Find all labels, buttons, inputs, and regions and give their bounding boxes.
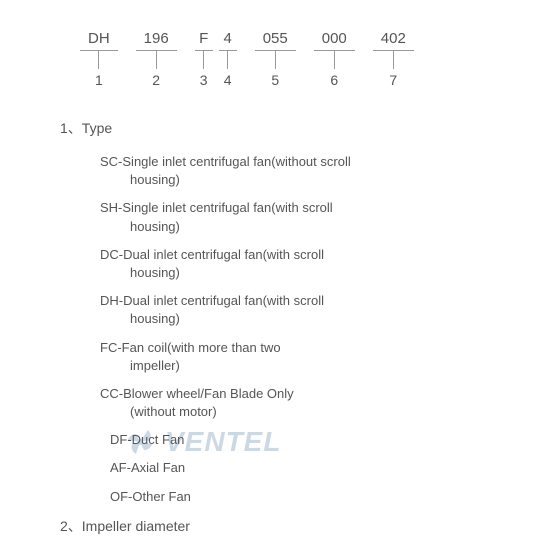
definition-item: SC-Single inlet centrifugal fan(without … bbox=[100, 153, 501, 189]
def-continuation: housing) bbox=[100, 310, 501, 328]
definition-item: AF-Axial Fan bbox=[100, 459, 501, 477]
code-index: 7 bbox=[389, 72, 397, 88]
code-segment: 000 6 bbox=[314, 30, 355, 88]
def-line: SC-Single inlet centrifugal fan(without … bbox=[100, 153, 501, 171]
code-index: 3 bbox=[200, 72, 208, 88]
code-value: 055 bbox=[255, 30, 296, 51]
code-value: 4 bbox=[219, 30, 237, 51]
code-index: 5 bbox=[271, 72, 279, 88]
connector-line bbox=[98, 51, 99, 69]
connector-line bbox=[227, 51, 228, 69]
connector-line bbox=[275, 51, 276, 69]
code-index: 1 bbox=[95, 72, 103, 88]
sections-container: 1、Type SC-Single inlet centrifugal fan(w… bbox=[40, 118, 501, 536]
def-line: SH-Single inlet centrifugal fan(with scr… bbox=[100, 199, 501, 217]
definition-item: DH-Dual inlet centrifugal fan(with scrol… bbox=[100, 292, 501, 328]
def-line: FC-Fan coil(with more than two bbox=[100, 339, 501, 357]
definition-item: CC-Blower wheel/Fan Blade Only (without … bbox=[100, 385, 501, 421]
def-line: DF-Duct Fan bbox=[110, 431, 501, 449]
code-value: 402 bbox=[373, 30, 414, 51]
code-segment: DH 1 bbox=[80, 30, 118, 88]
section-title: 2、Impeller diameter bbox=[60, 516, 501, 536]
code-index: 4 bbox=[224, 72, 232, 88]
code-value: 000 bbox=[314, 30, 355, 51]
def-line: OF-Other Fan bbox=[110, 488, 501, 506]
connector-line bbox=[156, 51, 157, 69]
def-line: DC-Dual inlet centrifugal fan(with scrol… bbox=[100, 246, 501, 264]
def-continuation: housing) bbox=[100, 218, 501, 236]
definition-item: OF-Other Fan bbox=[100, 488, 501, 506]
definition-item: DC-Dual inlet centrifugal fan(with scrol… bbox=[100, 246, 501, 282]
code-value: DH bbox=[80, 30, 118, 51]
code-value: 196 bbox=[136, 30, 177, 51]
def-line: AF-Axial Fan bbox=[110, 459, 501, 477]
def-line: CC-Blower wheel/Fan Blade Only bbox=[100, 385, 501, 403]
connector-line bbox=[203, 51, 204, 69]
def-line: DH-Dual inlet centrifugal fan(with scrol… bbox=[100, 292, 501, 310]
code-segment: 402 7 bbox=[373, 30, 414, 88]
def-continuation: impeller) bbox=[100, 357, 501, 375]
code-index: 6 bbox=[330, 72, 338, 88]
def-continuation: housing) bbox=[100, 264, 501, 282]
definitions-list: SC-Single inlet centrifugal fan(without … bbox=[60, 153, 501, 506]
def-continuation: (without motor) bbox=[100, 403, 501, 421]
code-segment: F 3 bbox=[195, 30, 213, 88]
code-segment: 055 5 bbox=[255, 30, 296, 88]
product-code-row: DH 1 196 2 F 3 4 4 055 5 000 6 402 7 bbox=[40, 30, 501, 88]
code-segment: 196 2 bbox=[136, 30, 177, 88]
section-title: 1、Type bbox=[60, 118, 501, 138]
connector-line bbox=[393, 51, 394, 69]
definition-item: FC-Fan coil(with more than two impeller) bbox=[100, 339, 501, 375]
code-index: 2 bbox=[152, 72, 160, 88]
def-continuation: housing) bbox=[100, 171, 501, 189]
definition-item: DF-Duct Fan bbox=[100, 431, 501, 449]
definition-item: SH-Single inlet centrifugal fan(with scr… bbox=[100, 199, 501, 235]
code-segment: 4 4 bbox=[219, 30, 237, 88]
code-value: F bbox=[195, 30, 213, 51]
connector-line bbox=[334, 51, 335, 69]
